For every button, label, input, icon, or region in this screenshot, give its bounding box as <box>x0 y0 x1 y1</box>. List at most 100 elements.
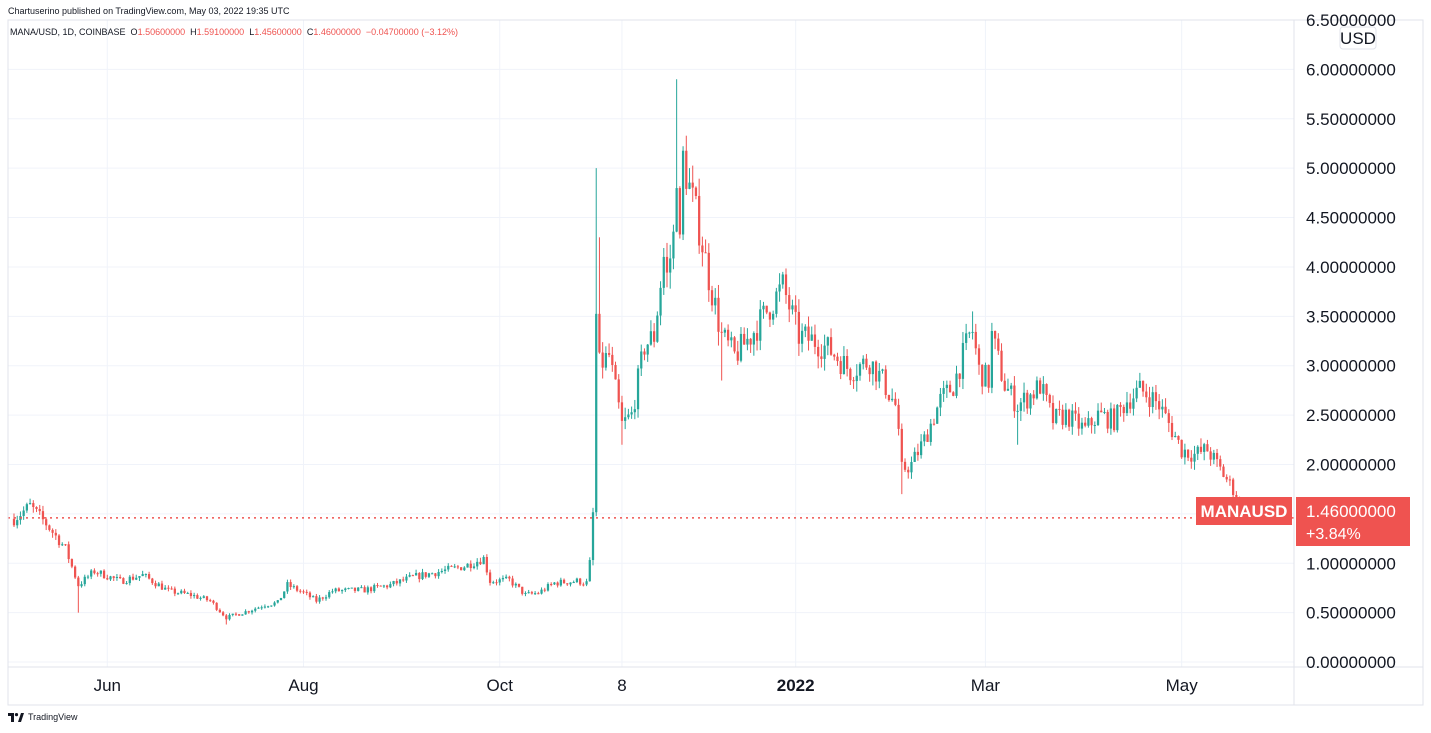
candle-body <box>672 231 675 259</box>
candle-body <box>765 305 768 313</box>
candle-body <box>1084 422 1087 426</box>
price-axis[interactable]: 6.50000000 6.00000000 5.50000000 5.00000000… <box>1306 11 1396 672</box>
time-axis[interactable]: Jun Aug Oct 8 2022 Mar May <box>94 676 1199 695</box>
candle-body <box>1190 457 1193 462</box>
candle-body <box>57 535 61 546</box>
candle-body <box>575 578 579 583</box>
candle-body <box>1170 422 1174 438</box>
candle-body <box>373 585 376 592</box>
candle-body <box>842 355 846 375</box>
candle-body <box>730 337 733 341</box>
candle-body <box>1080 422 1084 429</box>
candle-body <box>160 583 164 590</box>
candle-body <box>443 569 447 571</box>
candle-body <box>1212 452 1215 460</box>
candle-body <box>955 373 958 396</box>
candle-body <box>257 607 260 609</box>
candle-body <box>1016 410 1019 412</box>
candle-body <box>1232 479 1235 495</box>
candle-body <box>492 582 495 584</box>
legend-change: −0.04700000 (−3.12%) <box>365 27 458 37</box>
candle-body <box>83 576 86 585</box>
candle-body <box>305 591 308 593</box>
candle-body <box>1196 446 1199 454</box>
candle-body <box>1051 402 1055 424</box>
candle-body <box>881 369 884 371</box>
x-tick-label: 8 <box>617 676 626 695</box>
candle-body <box>228 614 231 620</box>
candle-body <box>704 252 707 254</box>
candle-body <box>804 326 807 331</box>
candle-body <box>1106 411 1109 429</box>
candle-body <box>337 588 341 592</box>
y-tick-label: 4.00000000 <box>1306 258 1396 277</box>
candle-body <box>135 577 138 580</box>
candle-body <box>64 544 67 546</box>
candle-body <box>968 332 971 334</box>
candle-body <box>344 588 347 591</box>
candle-body <box>1003 380 1006 391</box>
candle-body <box>891 398 894 401</box>
candle-body <box>1061 409 1064 425</box>
candle-body <box>463 567 466 571</box>
candle-body <box>607 353 611 355</box>
legend-close-label: C <box>306 27 314 37</box>
candle-body <box>48 525 51 530</box>
candle-body <box>569 582 572 585</box>
candle-body <box>199 597 202 599</box>
candle-body <box>1186 449 1190 458</box>
candle-body <box>566 583 569 585</box>
candle-body <box>183 590 186 594</box>
candle-body <box>530 592 534 594</box>
candle-body <box>456 566 460 568</box>
candle-body <box>289 582 292 588</box>
x-tick-label: Jun <box>94 676 121 695</box>
candle-body <box>260 607 263 609</box>
candle-body <box>1064 409 1067 425</box>
candle-body <box>138 576 141 578</box>
candle-body <box>868 367 871 375</box>
candle-body <box>189 592 193 597</box>
candle-body <box>408 575 411 577</box>
candle-body <box>469 563 472 569</box>
candle-body <box>1164 406 1167 414</box>
candle-body <box>540 589 543 594</box>
candle-body <box>386 585 389 588</box>
candle-body <box>694 187 698 196</box>
candle-body <box>1193 453 1196 462</box>
candle-body <box>903 461 907 470</box>
symbol-badge-bg <box>1196 497 1292 525</box>
candle-body <box>431 573 434 575</box>
candle-body <box>630 412 633 415</box>
candle-body <box>315 596 318 602</box>
candle-body <box>939 393 942 408</box>
candle-body <box>752 333 755 345</box>
candle-body <box>511 578 514 586</box>
candle-body <box>247 611 250 613</box>
candle-body <box>1129 402 1132 409</box>
candle-body <box>1058 408 1061 410</box>
tradingview-brand[interactable]: TradingView <box>8 712 78 722</box>
candle-body <box>263 606 267 608</box>
candle-body <box>35 507 38 509</box>
candle-body <box>1161 406 1164 410</box>
candle-body <box>553 582 556 585</box>
candle-body <box>357 587 360 591</box>
candle-body <box>128 576 131 584</box>
candle-body <box>67 544 70 560</box>
candle-body <box>1183 449 1187 458</box>
candle-body <box>900 428 903 462</box>
candle-body <box>279 597 283 601</box>
candle-body <box>144 574 148 576</box>
candle-body <box>498 579 501 583</box>
candle-body <box>588 560 591 582</box>
candle-body <box>1013 385 1016 412</box>
candle-body <box>295 586 299 591</box>
candle-body <box>624 417 627 421</box>
candle-body <box>678 188 681 235</box>
legend-low-label: L <box>249 27 255 37</box>
legend-high-value: 1.59100000 <box>196 27 245 37</box>
candle-body <box>1022 392 1026 403</box>
